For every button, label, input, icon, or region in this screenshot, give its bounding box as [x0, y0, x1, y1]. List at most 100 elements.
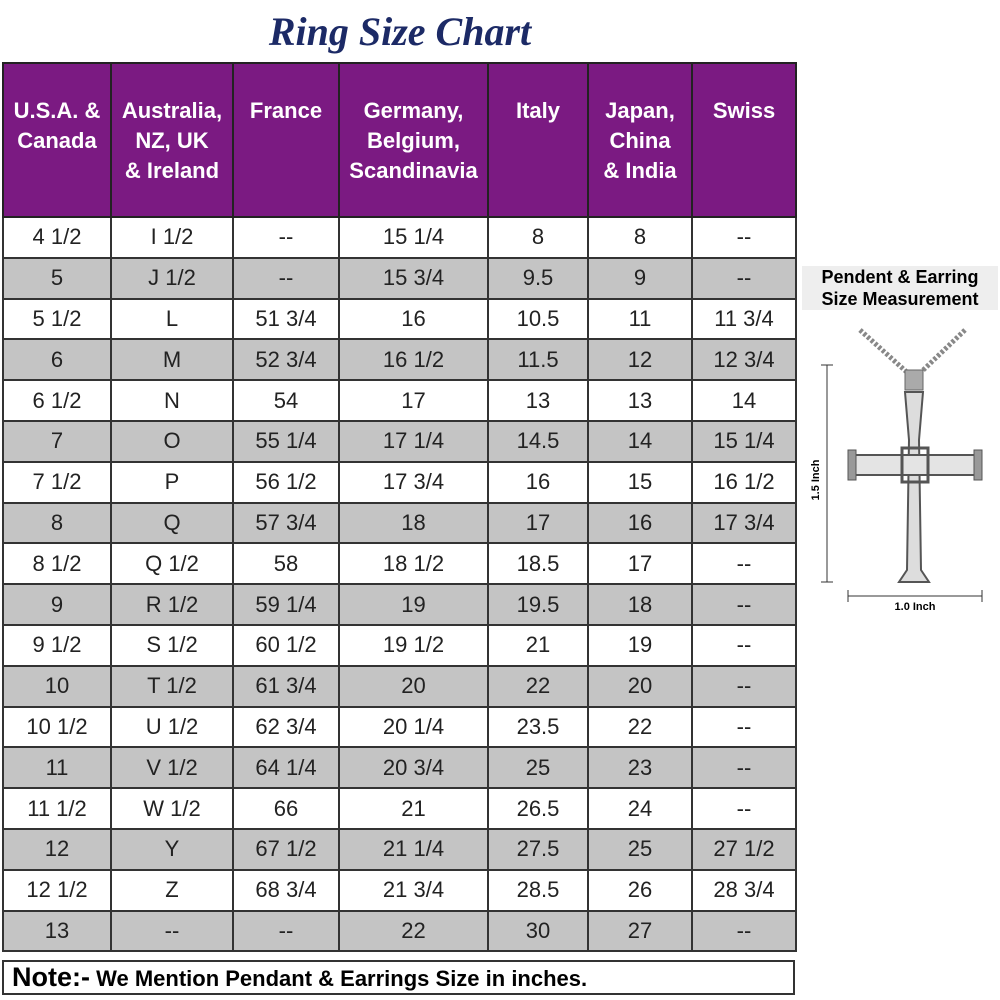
table-cell: --	[691, 746, 797, 790]
table-cell: --	[691, 216, 797, 259]
table-cell: Q	[110, 501, 234, 545]
table-cell: Z	[110, 868, 234, 912]
table-cell: 19.5	[487, 583, 589, 626]
column-header: Swiss	[691, 62, 797, 218]
size-table: U.S.A. & Canada Australia, NZ, UK & Irela…	[2, 62, 797, 953]
table-cell: 9.5	[487, 256, 589, 300]
table-row: 11 1/2 W 1/2 66 21 26.5 24 --	[2, 787, 797, 830]
table-cell: 51 3/4	[232, 297, 340, 341]
table-cell: 6	[2, 338, 112, 382]
table-cell: 19	[338, 583, 489, 626]
table-cell: --	[232, 909, 340, 953]
table-cell: 7 1/2	[2, 460, 112, 504]
table-cell: P	[110, 460, 234, 504]
table-cell: 9	[587, 256, 693, 300]
table-cell: 17 3/4	[691, 501, 797, 545]
table-cell: 22	[338, 909, 489, 953]
table-cell: 68 3/4	[232, 868, 340, 912]
table-cell: 10 1/2	[2, 705, 112, 749]
table-cell: 17 1/4	[338, 419, 489, 463]
table-cell: S 1/2	[110, 623, 234, 667]
table-cell: 57 3/4	[232, 501, 340, 545]
table-cell: N	[110, 379, 234, 422]
table-cell: 67 1/2	[232, 827, 340, 871]
table-cell: 12	[2, 827, 112, 871]
table-cell: 11 3/4	[691, 297, 797, 341]
table-cell: 22	[587, 705, 693, 749]
table-cell: 11 1/2	[2, 787, 112, 830]
table-cell: 21 1/4	[338, 827, 489, 871]
table-cell: 18	[338, 501, 489, 545]
table-cell: 27.5	[487, 827, 589, 871]
table-row: 10 T 1/2 61 3/4 20 22 20 --	[2, 664, 797, 708]
table-cell: 17 3/4	[338, 460, 489, 504]
table-cell: 12 1/2	[2, 868, 112, 912]
table-cell: 14	[587, 419, 693, 463]
table-cell: Q 1/2	[110, 542, 234, 586]
table-row: 8 1/2 Q 1/2 58 18 1/2 18.5 17 --	[2, 542, 797, 586]
column-header: Australia, NZ, UK & Ireland	[110, 62, 234, 218]
table-cell: --	[691, 909, 797, 953]
column-header: Germany, Belgium, Scandinavia	[338, 62, 489, 218]
table-cell: --	[232, 256, 340, 300]
table-cell: 17	[587, 542, 693, 586]
table-cell: 10	[2, 664, 112, 708]
table-cell: 22	[487, 664, 589, 708]
table-row: 5 1/2 L 51 3/4 16 10.5 11 11 3/4	[2, 297, 797, 341]
table-cell: 14.5	[487, 419, 589, 463]
table-cell: W 1/2	[110, 787, 234, 830]
table-cell: 20 3/4	[338, 746, 489, 790]
table-row: 6 1/2 N 54 17 13 13 14	[2, 379, 797, 422]
table-cell: 59 1/4	[232, 583, 340, 626]
table-cell: 5 1/2	[2, 297, 112, 341]
table-cell: 9	[2, 583, 112, 626]
table-cell: 18.5	[487, 542, 589, 586]
table-cell: --	[691, 583, 797, 626]
table-cell: 20	[587, 664, 693, 708]
table-cell: 20	[338, 664, 489, 708]
table-cell: Y	[110, 827, 234, 871]
table-cell: 60 1/2	[232, 623, 340, 667]
table-cell: 66	[232, 787, 340, 830]
table-cell: 27 1/2	[691, 827, 797, 871]
table-cell: 13	[587, 379, 693, 422]
table-cell: 62 3/4	[232, 705, 340, 749]
table-cell: 27	[587, 909, 693, 953]
table-row: 7 O 55 1/4 17 1/4 14.5 14 15 1/4	[2, 419, 797, 463]
table-cell: 54	[232, 379, 340, 422]
table-cell: 18	[587, 583, 693, 626]
table-cell: 15 1/4	[338, 216, 489, 259]
table-cell: 11.5	[487, 338, 589, 382]
height-label: 1.5 Inch	[810, 459, 822, 500]
table-cell: 52 3/4	[232, 338, 340, 382]
table-row: 10 1/2 U 1/2 62 3/4 20 1/4 23.5 22 --	[2, 705, 797, 749]
table-row: 7 1/2 P 56 1/2 17 3/4 16 15 16 1/2	[2, 460, 797, 504]
table-cell: 55 1/4	[232, 419, 340, 463]
table-cell: 16	[338, 297, 489, 341]
table-cell: 4 1/2	[2, 216, 112, 259]
column-header: Italy	[487, 62, 589, 218]
table-cell: --	[232, 216, 340, 259]
table-row: 13 -- -- 22 30 27 --	[2, 909, 797, 953]
table-cell: 24	[587, 787, 693, 830]
table-cell: 58	[232, 542, 340, 586]
pendant-title: Pendent & Earring Size Measurement	[802, 266, 998, 310]
table-cell: I 1/2	[110, 216, 234, 259]
table-cell: 10.5	[487, 297, 589, 341]
table-row: 12 Y 67 1/2 21 1/4 27.5 25 27 1/2	[2, 827, 797, 871]
column-header: France	[232, 62, 340, 218]
table-row: 8 Q 57 3/4 18 17 16 17 3/4	[2, 501, 797, 545]
table-cell: 7	[2, 419, 112, 463]
table-cell: 19	[587, 623, 693, 667]
note-text: We Mention Pendant & Earrings Size in in…	[96, 966, 588, 991]
table-cell: T 1/2	[110, 664, 234, 708]
title: Ring Size Chart	[268, 9, 532, 54]
column-header: U.S.A. & Canada	[2, 62, 112, 218]
pendant-diagram: 1.5 Inch 1.0 Inch	[810, 328, 983, 613]
table-cell: 21	[487, 623, 589, 667]
table-cell: 25	[587, 827, 693, 871]
table-cell: 21	[338, 787, 489, 830]
